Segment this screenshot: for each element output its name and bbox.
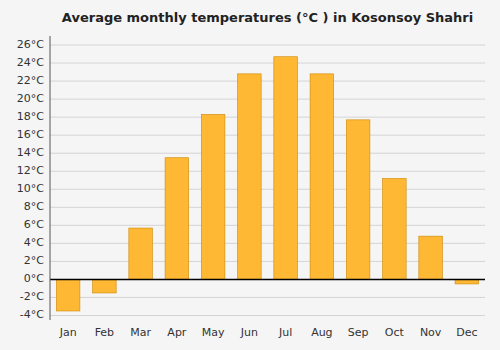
- bar: [93, 279, 117, 293]
- y-axis: -4°C -2°C 0°C 2°C 4°C 6°C 8°C 10°C 12°C 14°C 16°C 1…: [17, 38, 44, 321]
- title: Average monthly temperatures (°C ) in Ko…: [62, 10, 473, 25]
- grid-line: [50, 225, 485, 226]
- bar: [165, 158, 189, 280]
- bar: [383, 178, 407, 279]
- x-tick-label: Nov: [420, 326, 442, 339]
- y-tick-label: 12°C: [17, 164, 44, 177]
- x-tick-label: Aug: [311, 326, 332, 339]
- y-tick-label: 18°C: [17, 110, 44, 123]
- y-tick-label: 14°C: [17, 146, 44, 159]
- bar: [201, 114, 225, 279]
- grid-line: [50, 117, 485, 118]
- grid-line: [50, 99, 485, 100]
- y-tick-label: 16°C: [17, 128, 44, 141]
- y-tick-label: 20°C: [17, 92, 44, 105]
- grid-line: [50, 171, 485, 172]
- x-tick-label: Oct: [385, 326, 405, 339]
- bar: [346, 120, 370, 280]
- grid-line: [50, 297, 485, 298]
- y-tick-label: 24°C: [17, 56, 44, 69]
- x-tick-label: Mar: [130, 326, 151, 339]
- y-tick-label: 8°C: [24, 200, 44, 213]
- zero-line: [50, 279, 485, 281]
- x-tick-label: Jun: [240, 326, 258, 339]
- x-tick-label: Dec: [456, 326, 477, 339]
- bars: [56, 57, 478, 311]
- x-tick-label: Feb: [95, 326, 114, 339]
- bar: [274, 57, 298, 280]
- grid-line: [50, 207, 485, 208]
- grid-line: [50, 153, 485, 154]
- bar: [310, 74, 334, 280]
- y-tick-label: 2°C: [24, 254, 44, 267]
- grid-line: [50, 63, 485, 64]
- bar: [238, 74, 262, 280]
- y-axis-line: [50, 36, 51, 320]
- grid: [50, 45, 485, 315]
- y-tick-label: 22°C: [17, 74, 44, 87]
- bar: [129, 228, 153, 279]
- bar: [419, 236, 443, 279]
- y-tick-label: 26°C: [17, 38, 44, 51]
- x-axis: Jan Feb Mar Apr May Jun Jul Aug Sep Oct Nov Dec: [59, 326, 478, 339]
- x-tick-label: Jan: [59, 326, 77, 339]
- grid-line: [50, 189, 485, 190]
- grid-line: [50, 45, 485, 46]
- x-tick-label: Apr: [167, 326, 187, 339]
- y-tick-label: 0°C: [24, 272, 44, 285]
- y-tick-label: 10°C: [17, 182, 44, 195]
- grid-line: [50, 81, 485, 82]
- bar: [56, 279, 80, 311]
- y-tick-label: 4°C: [24, 236, 44, 249]
- y-tick-label: -2°C: [20, 290, 44, 303]
- grid-line: [50, 135, 485, 136]
- y-tick-label: -4°C: [20, 308, 44, 321]
- chart: -4°C -2°C 0°C 2°C 4°C 6°C 8°C 10°C 12°C 14°C 16°C 1…: [0, 0, 500, 350]
- x-tick-label: May: [202, 326, 225, 339]
- x-tick-label: Jul: [278, 326, 292, 339]
- grid-line: [50, 315, 485, 316]
- y-tick-label: 6°C: [24, 218, 44, 231]
- x-tick-label: Sep: [348, 326, 369, 339]
